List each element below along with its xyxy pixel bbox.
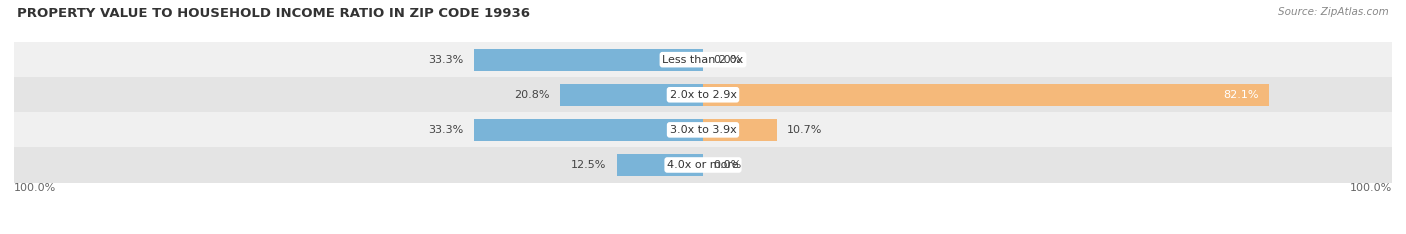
Text: 3.0x to 3.9x: 3.0x to 3.9x <box>669 125 737 135</box>
Text: 33.3%: 33.3% <box>427 125 463 135</box>
Text: 2.0x to 2.9x: 2.0x to 2.9x <box>669 90 737 100</box>
Text: PROPERTY VALUE TO HOUSEHOLD INCOME RATIO IN ZIP CODE 19936: PROPERTY VALUE TO HOUSEHOLD INCOME RATIO… <box>17 7 530 20</box>
Bar <box>703 84 1268 106</box>
Text: Less than 2.0x: Less than 2.0x <box>662 55 744 65</box>
Bar <box>560 84 703 106</box>
Text: Source: ZipAtlas.com: Source: ZipAtlas.com <box>1278 7 1389 17</box>
Text: 82.1%: 82.1% <box>1223 90 1258 100</box>
Bar <box>474 49 703 70</box>
Bar <box>14 147 1392 183</box>
Text: 10.7%: 10.7% <box>787 125 823 135</box>
Text: 100.0%: 100.0% <box>1350 183 1392 193</box>
Text: 20.8%: 20.8% <box>513 90 550 100</box>
Bar <box>14 112 1392 147</box>
Bar <box>14 77 1392 112</box>
Text: 0.0%: 0.0% <box>713 55 741 65</box>
Bar <box>703 119 776 141</box>
Text: 4.0x or more: 4.0x or more <box>668 160 738 170</box>
Text: 100.0%: 100.0% <box>14 183 56 193</box>
Bar <box>14 42 1392 77</box>
Text: 33.3%: 33.3% <box>427 55 463 65</box>
Bar <box>474 119 703 141</box>
Bar <box>617 154 703 176</box>
Text: 12.5%: 12.5% <box>571 160 606 170</box>
Text: 0.0%: 0.0% <box>713 160 741 170</box>
